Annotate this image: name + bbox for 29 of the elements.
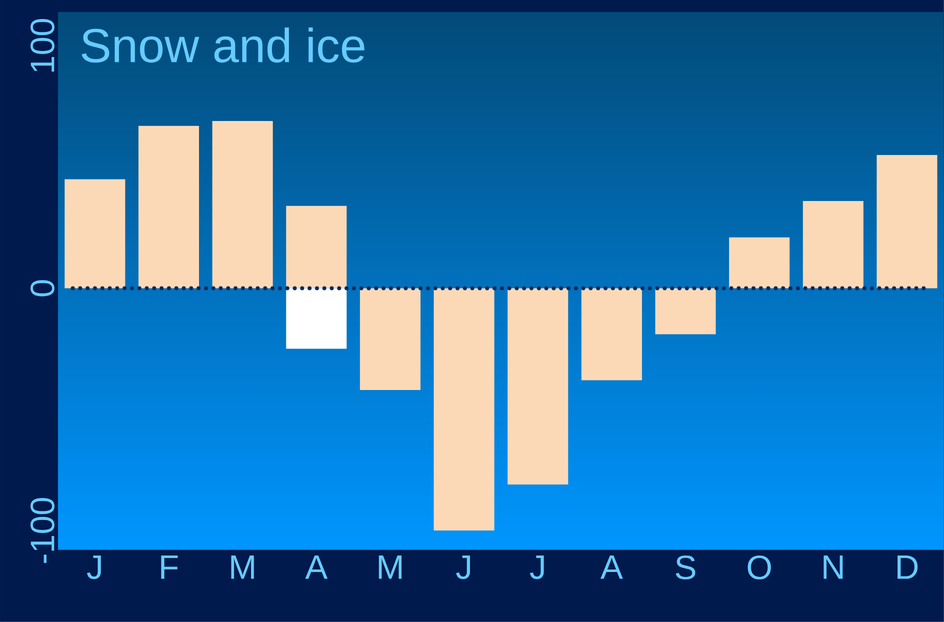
x-tick-label: J [530,555,544,580]
y-tick-label: -100 [30,498,54,563]
x-tick-label: D [898,555,918,579]
bar [802,201,864,288]
bar [729,237,790,288]
bar [212,121,273,288]
x-tick-label: J [456,555,470,580]
bar [360,288,420,390]
x-tick-label: N [824,555,843,579]
x-tick-label: A [600,555,623,579]
y-tick-label: 100 [30,19,54,72]
x-tick-label: J [86,555,101,580]
bar [581,288,642,380]
y-tick-label: 0 [30,280,54,296]
bar [655,288,716,334]
bar [508,288,568,485]
bar [286,206,347,288]
bar [876,154,938,288]
bar [434,288,494,531]
bar [64,179,126,288]
bar [286,288,347,349]
bar [138,126,200,288]
x-tick-label: O [748,555,771,580]
chart-title: Snow and ice [82,28,364,63]
x-tick-label: F [161,555,178,579]
x-tick-label: M [231,555,254,579]
x-tick-label: M [378,555,402,579]
x-tick-label: A [305,555,328,579]
x-tick-label: S [676,555,696,580]
